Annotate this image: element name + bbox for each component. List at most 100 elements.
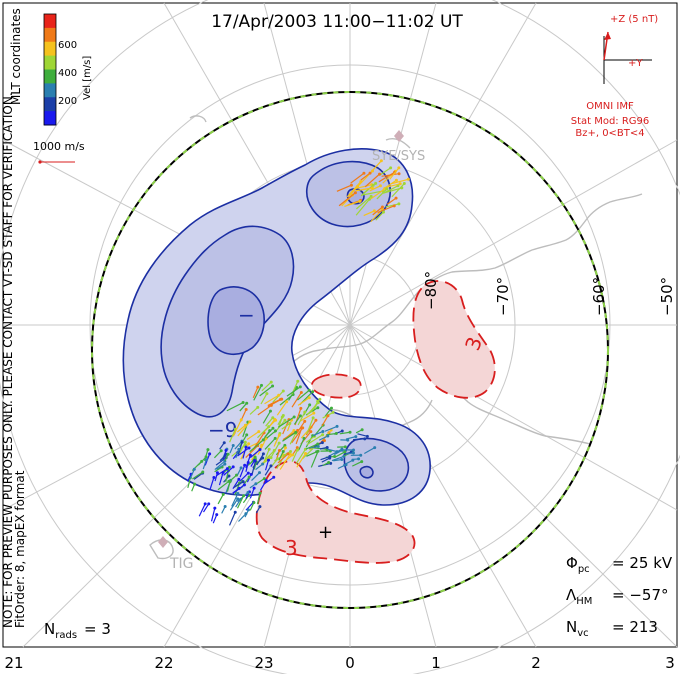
velocity-vector-origin	[295, 448, 299, 452]
velocity-vector	[383, 183, 401, 189]
velocity-vector-origin	[304, 451, 308, 455]
velocity-vector	[251, 472, 260, 482]
velocity-vector	[381, 173, 400, 177]
velocity-vector-origin	[215, 471, 219, 475]
velocity-scale: 1000 m/s	[33, 140, 85, 164]
velocity-vector-origin	[394, 196, 398, 200]
velocity-vector-origin	[248, 453, 252, 457]
velocity-vector-origin	[271, 426, 275, 430]
velocity-vector-origin	[252, 486, 256, 490]
velocity-vector-origin	[239, 418, 243, 422]
velocity-vector-origin	[294, 430, 298, 434]
velocity-vector	[279, 453, 291, 470]
velocity-vector	[239, 402, 248, 412]
velocity-vector-origin	[303, 410, 307, 414]
velocity-vector-origin	[378, 184, 382, 188]
velocity-vector-origin	[392, 204, 396, 208]
mlt-axis: 21 22 23 0 1 2 3	[4, 654, 674, 672]
velocity-vector	[257, 404, 272, 416]
colorbar-cell	[44, 97, 56, 112]
velocity-vector-origin	[268, 409, 272, 413]
velocity-vector	[363, 210, 375, 217]
velocity-vector-origin	[204, 458, 208, 462]
velocity-vector	[229, 498, 239, 511]
velocity-vector-origin	[219, 449, 223, 453]
coord-label: MLT coordinates	[9, 8, 23, 105]
velocity-vector	[229, 428, 236, 443]
velocity-vector	[306, 402, 319, 416]
velocity-vector-origin	[246, 491, 250, 495]
n-rads-value: = 3	[84, 620, 111, 638]
coastline	[284, 138, 643, 445]
velocity-vector	[354, 184, 372, 190]
velocity-vector	[232, 484, 245, 494]
velocity-vector	[324, 407, 332, 417]
velocity-vector-origin	[257, 430, 261, 434]
velocity-vector	[330, 448, 343, 456]
velocity-vector	[355, 187, 373, 192]
velocity-vector-origin	[224, 448, 228, 452]
velocity-vector-origin	[277, 393, 281, 397]
velocity-vector-origin	[258, 448, 262, 452]
velocity-vector	[203, 449, 209, 461]
velocity-vector	[242, 446, 247, 459]
colorbar-tick: 200	[58, 96, 77, 107]
velocity-vector	[334, 451, 346, 459]
lambda-hm-value: = −57°	[612, 586, 669, 604]
velocity-vector	[306, 417, 314, 435]
velocity-vector-origin	[244, 408, 248, 412]
velocity-vector-origin	[307, 396, 311, 400]
velocity-vector	[296, 453, 307, 468]
velocity-vector	[231, 493, 239, 507]
velocity-vector-origin	[193, 482, 197, 486]
velocity-vector	[216, 463, 226, 470]
velocity-vector-origin	[389, 166, 393, 170]
velocity-vector-origin	[316, 442, 320, 446]
velocity-vector-origin	[256, 385, 260, 389]
velocity-vector-origin	[321, 429, 325, 433]
lat-label: −80°	[422, 271, 440, 310]
velocity-vector	[375, 211, 384, 221]
velocity-vector	[266, 430, 276, 439]
velocity-vector	[277, 416, 283, 428]
velocity-vector	[212, 514, 218, 524]
mlt-label: 2	[531, 654, 541, 672]
velocity-vector	[259, 385, 273, 397]
fit-order-note: FitOrder: 8, mapEX format	[13, 470, 27, 628]
velocity-vector-origin	[308, 403, 312, 407]
velocity-vector-origin	[369, 194, 373, 198]
velocity-vector-origin	[272, 475, 276, 479]
velocity-vector	[386, 197, 397, 205]
velocity-vector-origin	[244, 445, 248, 449]
velocity-vector	[236, 424, 246, 433]
velocity-vector-origin	[298, 414, 302, 418]
velocity-vector	[238, 513, 247, 522]
velocity-vector	[249, 439, 264, 453]
velocity-vector	[225, 470, 229, 483]
velocity-vector-origin	[327, 460, 331, 464]
velocity-vector-origin	[231, 465, 235, 469]
pos-contour-label-lower: 3	[285, 536, 298, 560]
velocity-vector-origin	[379, 159, 383, 163]
velocity-vector	[369, 185, 381, 192]
velocity-vector	[232, 419, 242, 437]
velocity-vector-origin	[236, 497, 240, 501]
velocity-vector	[245, 445, 259, 458]
velocity-vector	[297, 397, 310, 406]
velocity-vector	[344, 200, 361, 207]
radar-tig: TIG	[158, 536, 194, 572]
velocity-vector-origin	[262, 477, 266, 481]
velocity-vector	[272, 390, 284, 403]
velocity-vector	[202, 459, 207, 470]
velocity-vector-origin	[354, 435, 358, 439]
velocity-vector	[376, 188, 388, 200]
velocity-vector-origin	[363, 437, 367, 441]
pos-contour-lower	[255, 460, 416, 564]
velocity-vector	[291, 392, 302, 408]
velocity-vector-origin	[208, 452, 212, 456]
velocity-colorbar: 600 400 200 Vel [m/s]	[43, 13, 93, 126]
velocity-vector-origin	[245, 401, 249, 405]
colorbar-cell	[44, 83, 56, 98]
velocity-vector	[226, 481, 231, 492]
velocity-vector-origin	[240, 440, 244, 444]
